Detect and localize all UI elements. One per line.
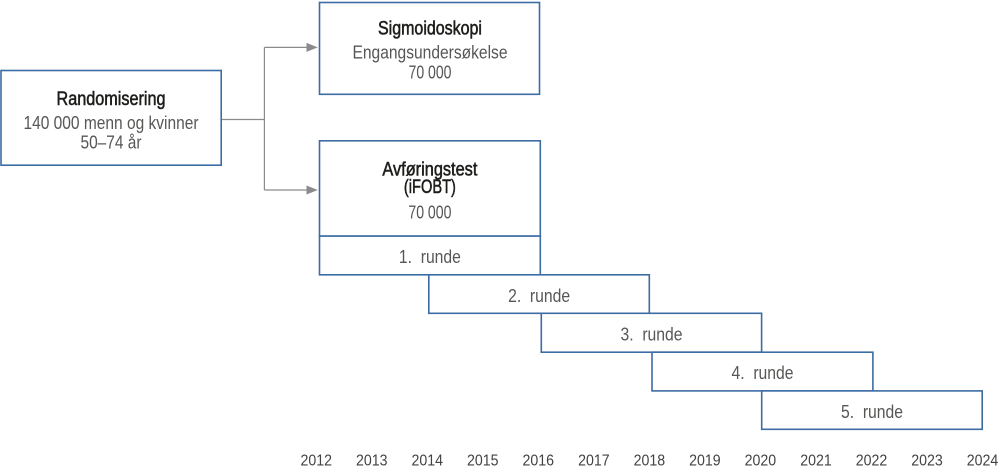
svg-text:2022: 2022 — [856, 453, 888, 470]
svg-text:2017: 2017 — [578, 453, 610, 470]
svg-text:70 000: 70 000 — [409, 62, 452, 82]
svg-text:140 000 menn og kvinner: 140 000 menn og kvinner — [24, 113, 199, 133]
svg-text:2023: 2023 — [911, 453, 943, 470]
svg-text:2014: 2014 — [412, 453, 444, 470]
svg-text:2. runde: 2. runde — [508, 286, 570, 306]
svg-text:3. runde: 3. runde — [621, 324, 683, 344]
svg-text:2019: 2019 — [689, 453, 721, 470]
svg-text:1. runde: 1. runde — [399, 247, 461, 267]
svg-text:2021: 2021 — [800, 453, 832, 470]
svg-text:2013: 2013 — [356, 453, 388, 470]
svg-text:2015: 2015 — [467, 453, 499, 470]
svg-text:Engangsundersøkelse: Engangsundersøkelse — [353, 43, 508, 63]
svg-text:4. runde: 4. runde — [732, 363, 794, 383]
svg-text:Avføringstest: Avføringstest — [382, 159, 478, 180]
svg-text:(iFOBT): (iFOBT) — [404, 177, 456, 198]
svg-text:2020: 2020 — [745, 453, 777, 470]
svg-text:2012: 2012 — [300, 453, 332, 470]
svg-text:5. runde: 5. runde — [841, 402, 903, 422]
svg-text:70 000: 70 000 — [408, 203, 451, 223]
svg-text:2016: 2016 — [523, 453, 555, 470]
svg-text:Sigmoidoskopi: Sigmoidoskopi — [378, 19, 482, 40]
svg-text:2024: 2024 — [967, 453, 999, 470]
svg-text:2018: 2018 — [634, 453, 666, 470]
svg-text:Randomisering: Randomisering — [57, 89, 166, 110]
svg-text:50–74 år: 50–74 år — [81, 133, 142, 153]
